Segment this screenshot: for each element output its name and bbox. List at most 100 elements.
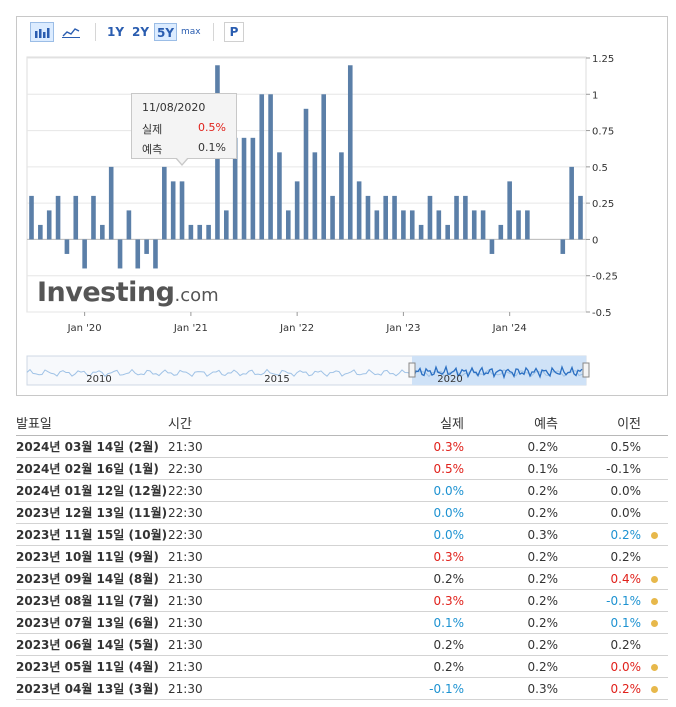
- header-forecast[interactable]: 예측: [534, 417, 558, 432]
- bar: [38, 224, 43, 240]
- row-previous: 0.2%: [610, 681, 642, 696]
- row-time: 22:30: [168, 505, 203, 520]
- bar: [480, 210, 486, 240]
- row-date: 2023년 11월 15일 (10월): [16, 528, 168, 542]
- chart-tooltip: 11/08/2020 실제 0.5% 예측 0.1%: [131, 93, 237, 159]
- row-actual: 0.0%: [433, 505, 465, 520]
- x-tick-label: Jan '24: [492, 323, 527, 334]
- bar: [303, 108, 309, 240]
- row-time: 22:30: [168, 527, 203, 542]
- line-chart-icon: [62, 28, 80, 38]
- bar: [409, 210, 415, 240]
- bar: [436, 210, 442, 240]
- bar: [312, 152, 318, 240]
- bar: [569, 166, 574, 240]
- x-tick-label: Jan '21: [173, 323, 208, 334]
- y-tick-label: 1.25: [592, 54, 614, 65]
- navigator-selected-line: [411, 364, 583, 380]
- navigator-label: 2020: [437, 374, 462, 385]
- bar: [285, 210, 291, 240]
- row-previous: 0.2%: [610, 637, 642, 652]
- revised-indicator-icon[interactable]: [651, 576, 658, 583]
- bar: [427, 195, 433, 240]
- table-row: 2023년 07월 13일 (6월) 21:30 0.1% 0.2% 0.1%: [16, 612, 668, 634]
- revised-indicator-icon[interactable]: [651, 532, 658, 539]
- tooltip-pointer-fill: [176, 157, 188, 164]
- navigator-handle[interactable]: [582, 362, 590, 378]
- header-previous[interactable]: 이전: [617, 417, 641, 432]
- bar: [277, 152, 282, 240]
- logo-name: Investing: [37, 277, 175, 308]
- toolbar-divider: [95, 23, 96, 41]
- tooltip-forecast-value: 0.1%: [198, 141, 226, 154]
- row-actual: 0.3%: [433, 439, 465, 454]
- row-date: 2023년 04월 13일 (3월): [16, 682, 159, 696]
- row-date: 2024년 01월 12일 (12월): [16, 484, 168, 498]
- bar: [170, 181, 176, 240]
- table-row: 2024년 03월 14일 (2월) 21:30 0.3% 0.2% 0.5%: [16, 436, 668, 458]
- tooltip-date: 11/08/2020: [142, 101, 206, 114]
- row-date: 2024년 02월 16일 (1월): [16, 462, 159, 476]
- bar: [507, 181, 512, 240]
- table-row: 2023년 11월 15일 (10월) 22:30 0.0% 0.3% 0.2%: [16, 524, 668, 546]
- bar: [463, 195, 468, 240]
- line-chart-toggle[interactable]: [59, 22, 83, 42]
- bar: [179, 181, 185, 240]
- table-row: 2023년 10월 11일 (9월) 21:30 0.3% 0.2% 0.2%: [16, 546, 668, 568]
- row-forecast: 0.2%: [527, 615, 559, 630]
- row-previous: 0.4%: [610, 571, 642, 586]
- header-time[interactable]: 시간: [168, 417, 192, 432]
- bar: [126, 210, 132, 240]
- table-row: 2023년 12월 13일 (11월) 22:30 0.0% 0.2% 0.0%: [16, 502, 668, 524]
- row-date: 2023년 12월 13일 (11월): [16, 506, 168, 520]
- bar: [401, 210, 406, 240]
- bar: [162, 166, 167, 240]
- row-actual: -0.1%: [429, 681, 464, 696]
- header-date[interactable]: 발표일: [16, 417, 52, 432]
- bar: [516, 210, 521, 240]
- y-tick-label: -0.5: [592, 308, 612, 319]
- row-previous: 0.2%: [610, 527, 642, 542]
- bar: [46, 210, 52, 240]
- revised-indicator-icon[interactable]: [651, 598, 658, 605]
- header-actual[interactable]: 실제: [440, 417, 464, 432]
- bar: [365, 195, 371, 240]
- row-previous: 0.0%: [610, 483, 642, 498]
- revised-indicator-icon[interactable]: [651, 620, 658, 627]
- x-tick-label: Jan '20: [67, 323, 102, 334]
- range-2y-button[interactable]: 2Y: [132, 25, 150, 39]
- bar: [445, 224, 450, 240]
- bar: [241, 137, 247, 240]
- row-actual: 0.5%: [433, 461, 465, 476]
- toolbar-divider: [213, 23, 214, 41]
- table-row: 2024년 02월 16일 (1월) 22:30 0.5% 0.1% -0.1%: [16, 458, 668, 480]
- range-5y-button[interactable]: 5Y: [154, 23, 178, 41]
- navigator-line: [26, 368, 586, 378]
- row-date: 2023년 09월 14일 (8월): [16, 572, 159, 586]
- p-button[interactable]: P: [224, 22, 244, 42]
- range-max-button[interactable]: max: [181, 27, 201, 37]
- y-tick-label: 0.5: [592, 163, 608, 174]
- chart-widget: 1Y 2Y 5Y max P 1.25 1 0.75 0.5 0.25 0 -0.25 -0.…: [16, 16, 668, 396]
- table-body: 2024년 03월 14일 (2월) 21:30 0.3% 0.2% 0.5% 2024년…: [16, 436, 668, 700]
- row-time: 21:30: [168, 593, 203, 608]
- table-row: 2023년 09월 14일 (8월) 21:30 0.2% 0.2% 0.4%: [16, 568, 668, 590]
- bar-chart-toggle[interactable]: [30, 22, 54, 42]
- row-forecast: 0.1%: [527, 461, 559, 476]
- bar: [454, 195, 459, 240]
- bar-chart-icon: [35, 28, 50, 38]
- range-1y-button[interactable]: 1Y: [107, 25, 125, 39]
- navigator-label: 2010: [86, 374, 111, 385]
- navigator-handle[interactable]: [408, 362, 416, 378]
- row-previous: 0.1%: [610, 615, 642, 630]
- bar: [578, 195, 583, 240]
- bar: [374, 210, 380, 240]
- revised-indicator-icon[interactable]: [651, 664, 658, 671]
- row-actual: 0.0%: [433, 483, 465, 498]
- row-previous: -0.1%: [606, 593, 641, 608]
- row-previous: -0.1%: [606, 461, 641, 476]
- row-date: 2023년 07월 13일 (6월): [16, 616, 159, 630]
- bar: [232, 137, 238, 240]
- table-row: 2023년 05월 11일 (4월) 21:30 0.2% 0.2% 0.0%: [16, 656, 668, 678]
- revised-indicator-icon[interactable]: [651, 686, 658, 693]
